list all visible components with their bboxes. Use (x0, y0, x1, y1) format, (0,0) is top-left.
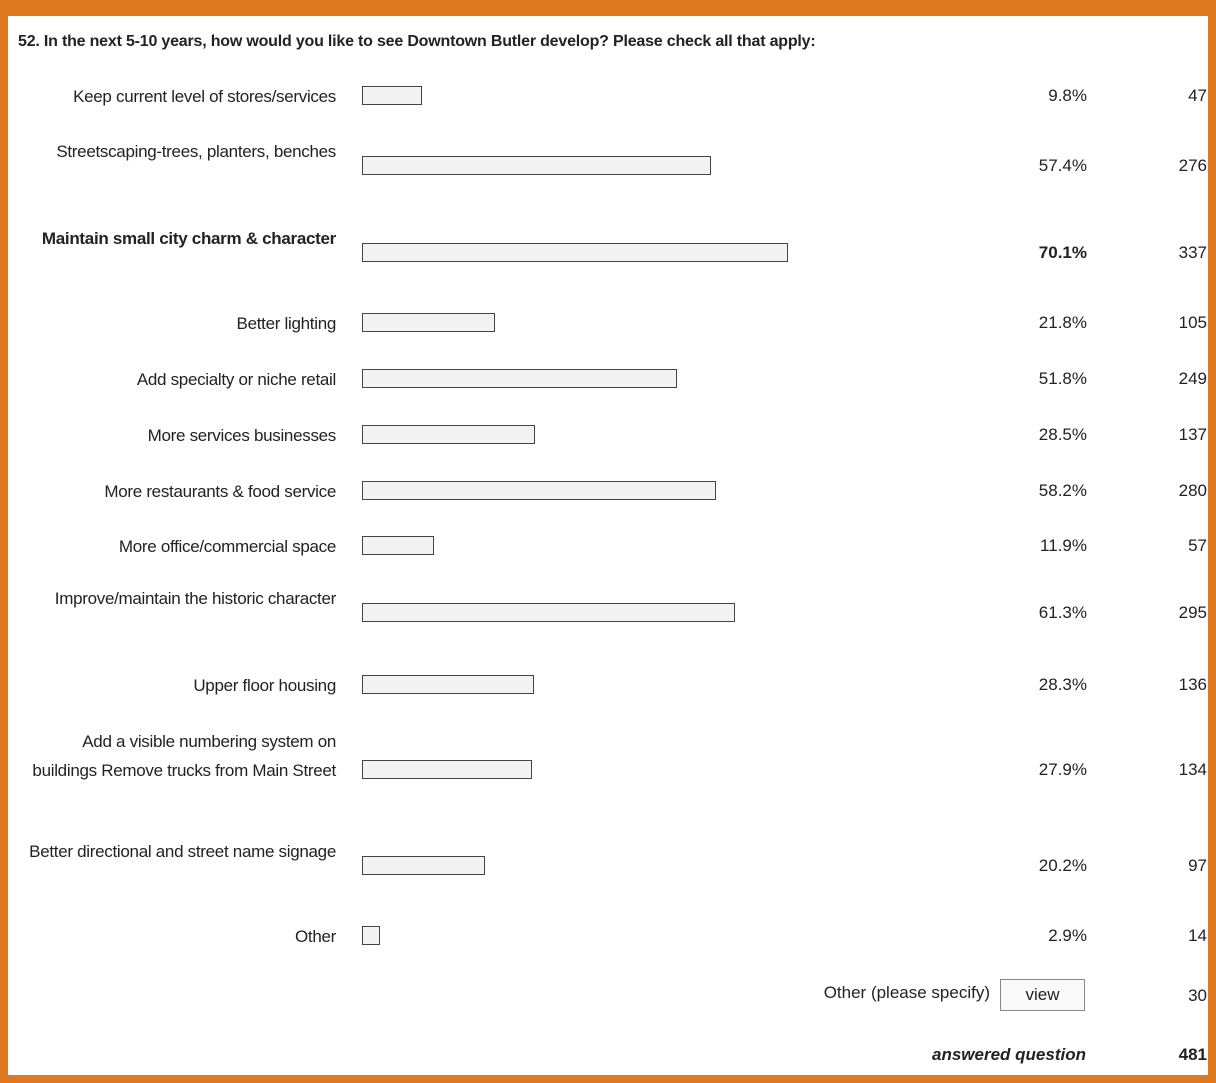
bar (362, 536, 435, 555)
category-label: Upper floor housing (193, 675, 336, 695)
category-label: Other (294, 926, 336, 946)
response-count: 105 (1178, 313, 1207, 332)
category-label: Streetscaping-trees, planters, benches (56, 142, 336, 161)
bar (362, 243, 789, 262)
percent-label: 70.1% (1038, 243, 1087, 262)
response-count: 295 (1178, 603, 1207, 622)
category-label: More office/commercial space (118, 536, 336, 556)
response-count: 47 (1188, 86, 1207, 105)
bar (362, 926, 380, 945)
percent-label: 2.9% (1048, 926, 1087, 945)
percent-label: 58.2% (1038, 481, 1087, 500)
bar (362, 425, 536, 444)
bar (362, 603, 735, 622)
response-count: 249 (1178, 369, 1207, 388)
percent-label: 28.5% (1038, 425, 1087, 444)
bar (362, 760, 532, 779)
bar (362, 86, 422, 105)
response-count: 97 (1188, 856, 1207, 875)
percent-label: 20.2% (1038, 856, 1087, 875)
bar (362, 313, 495, 332)
response-count: 14 (1188, 926, 1207, 945)
percent-label: 51.8% (1038, 369, 1087, 388)
category-label: Add a visible numbering system on buildi… (32, 731, 336, 780)
percent-label: 57.4% (1038, 156, 1087, 175)
percent-label: 61.3% (1038, 603, 1087, 622)
category-label: Keep current level of stores/services (73, 86, 336, 106)
bar (362, 856, 485, 875)
response-count: 276 (1178, 156, 1207, 175)
bar (362, 481, 716, 500)
bar (362, 156, 711, 175)
percent-label: 28.3% (1038, 675, 1087, 694)
answered-label: answered question (932, 1045, 1086, 1064)
response-count: 57 (1188, 536, 1207, 555)
percent-label: 27.9% (1038, 760, 1087, 779)
response-count: 136 (1178, 675, 1207, 694)
percent-label: 21.8% (1038, 313, 1087, 332)
response-count: 337 (1178, 243, 1207, 262)
other-specify-count: 30 (1188, 986, 1207, 1005)
percent-label: 11.9% (1040, 536, 1087, 555)
bar (362, 369, 677, 388)
percent-label: 9.8% (1048, 86, 1087, 105)
answered-count: 481 (1178, 1045, 1207, 1064)
other-specify-label: Other (please specify) (823, 983, 990, 1002)
response-count: 280 (1178, 481, 1207, 500)
category-label: Better lighting (236, 313, 337, 333)
question-title: 52. In the next 5-10 years, how would yo… (18, 33, 816, 50)
bar (362, 675, 535, 694)
category-label: Improve/maintain the historic character (54, 589, 337, 608)
response-count: 134 (1178, 760, 1207, 779)
category-label: Maintain small city charm & character (41, 229, 336, 248)
category-label: Better directional and street name signa… (29, 842, 336, 861)
category-label: More restaurants & food service (104, 481, 336, 501)
category-label: More services businesses (147, 425, 337, 445)
view-button[interactable]: view (1000, 979, 1085, 1011)
category-label: Add specialty or niche retail (136, 369, 336, 389)
response-count: 137 (1178, 425, 1207, 444)
